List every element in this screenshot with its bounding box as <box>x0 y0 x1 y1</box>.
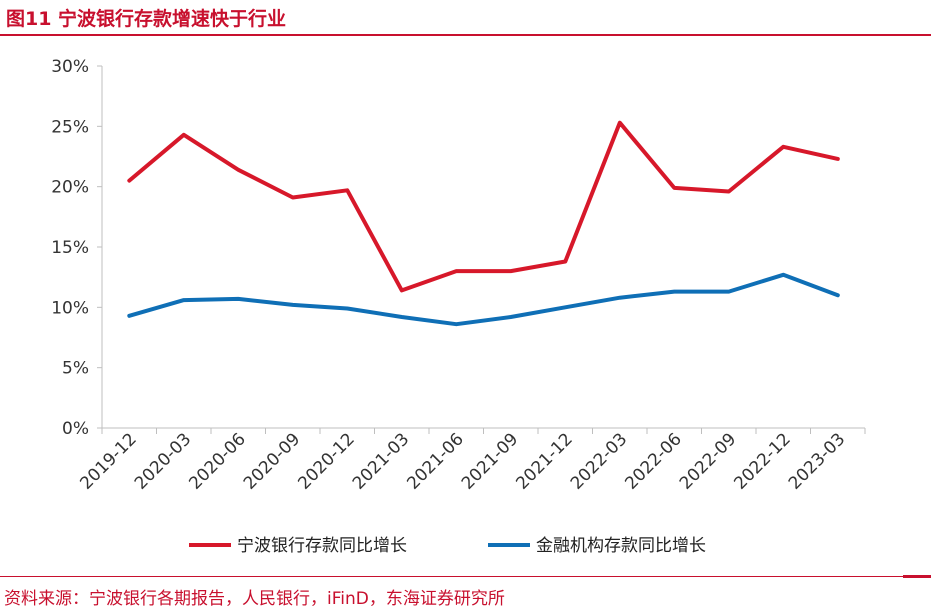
x-tick-label: 2020-06 <box>185 429 249 493</box>
source-divider-accent <box>903 575 931 578</box>
legend: 宁波银行存款同比增长 金融机构存款同比增长 <box>189 536 706 556</box>
y-tick-label: 25% <box>51 117 89 137</box>
title-divider <box>0 34 931 36</box>
y-tick-label: 15% <box>51 238 89 258</box>
series-lines <box>127 120 840 327</box>
x-tick-label: 2021-06 <box>403 429 467 493</box>
x-tick-label: 2020-03 <box>131 429 195 493</box>
x-tick-label: 2020-09 <box>240 429 304 493</box>
y-tick-label: 20% <box>51 178 89 198</box>
x-tick-label: 2022-12 <box>730 429 794 493</box>
legend-label-2: 金融机构存款同比增长 <box>536 536 706 556</box>
x-tick-label: 2019-12 <box>76 429 140 493</box>
figure-title: 图11 宁波银行存款增速快于行业 <box>6 8 287 30</box>
x-tick-label: 2022-09 <box>676 429 740 493</box>
source-divider <box>0 576 931 577</box>
x-tick-label: 2022-06 <box>621 429 685 493</box>
y-tick-label: 5% <box>62 359 89 379</box>
y-tick-label: 10% <box>51 298 89 318</box>
legend-label-1: 宁波银行存款同比增长 <box>237 536 407 556</box>
x-tick-label: 2020-12 <box>294 429 358 493</box>
series-line-1 <box>127 120 840 293</box>
x-tick-label: 2021-03 <box>349 429 413 493</box>
axes: 0% 5% 10% 15% 20% 25% 30% 2019-122020-032020-06… <box>51 57 866 494</box>
source-note: 资料来源：宁波银行各期报告，人民银行，iFinD，东海证券研究所 <box>4 589 505 609</box>
x-tick-label: 2022-03 <box>567 429 631 493</box>
x-tick-label: 2021-12 <box>512 429 576 493</box>
x-tick-label: 2023-03 <box>785 429 849 493</box>
series-line-2 <box>127 272 840 327</box>
x-tick-label: 2021-09 <box>458 429 522 493</box>
y-tick-label: 30% <box>51 57 89 77</box>
y-tick-label: 0% <box>62 419 89 439</box>
